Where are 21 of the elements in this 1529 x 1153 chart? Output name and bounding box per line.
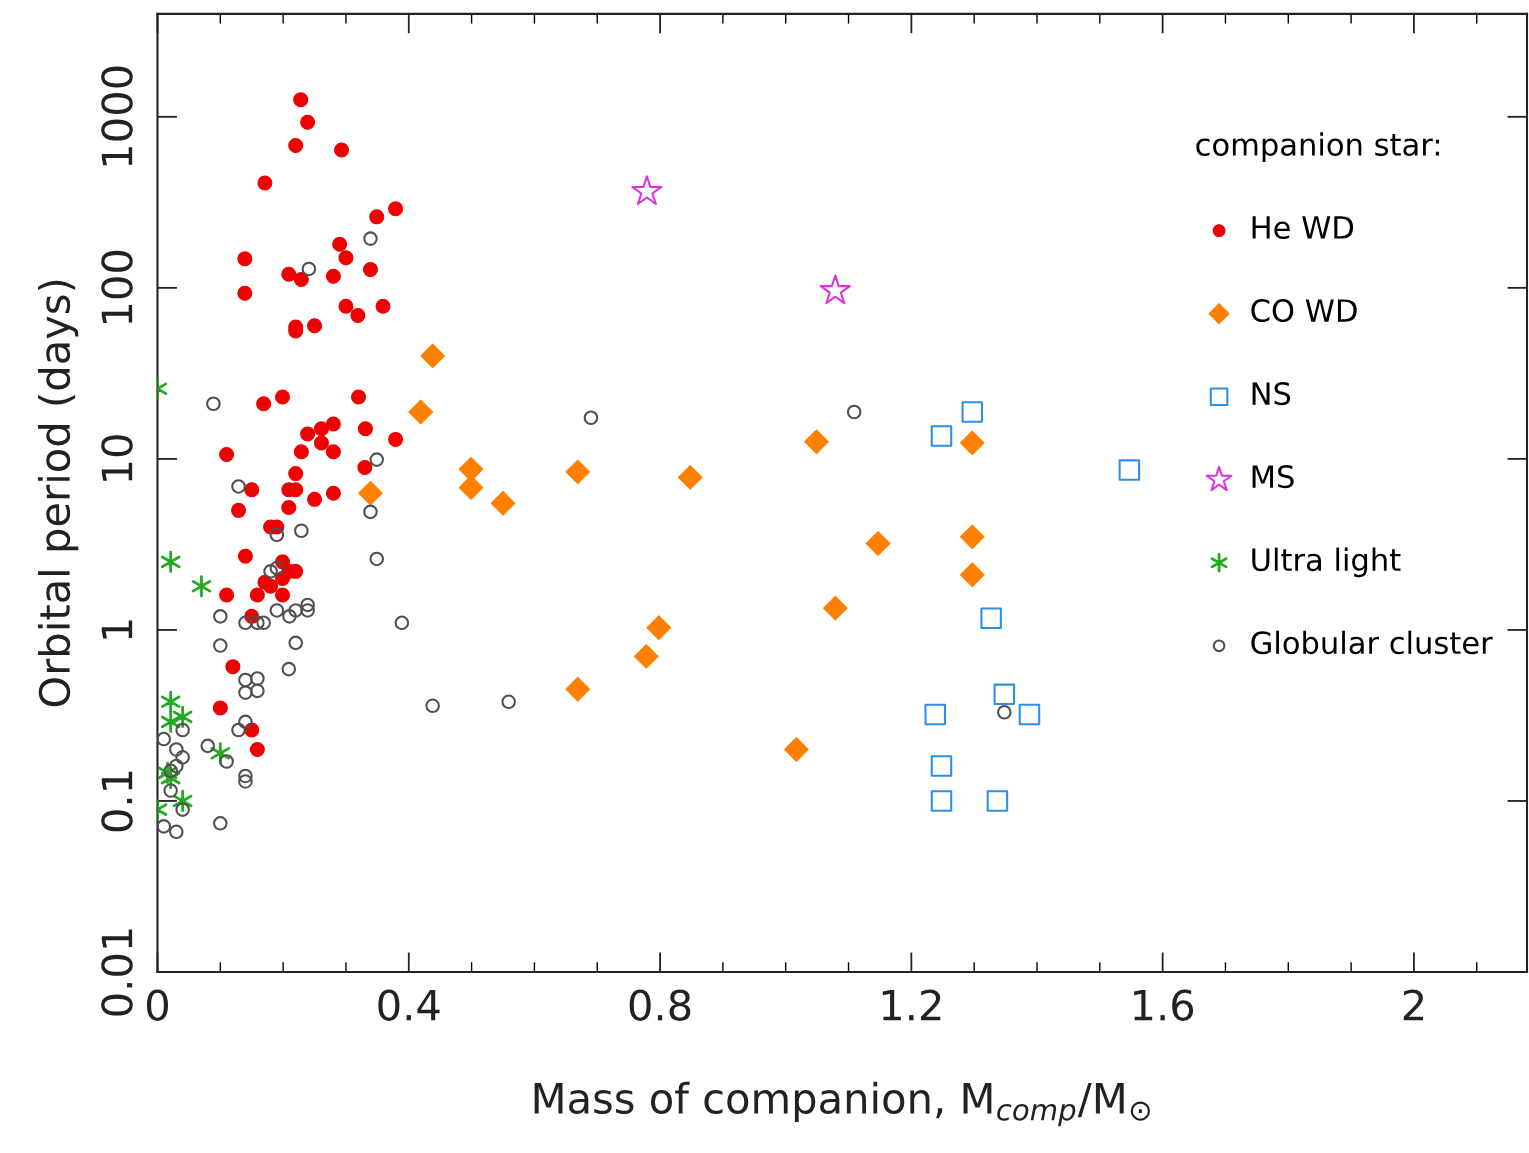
legend-label: He WD [1252,216,1354,240]
legend-title: companion star: [1196,132,1440,162]
y-tick-label: 0.01 [101,929,133,1016]
x-tick-label: 0.4 [378,989,440,1021]
y-tick-label: 10 [101,435,133,481]
x-tick-label: 1.2 [882,989,941,1021]
x-tick-label: 0.8 [629,989,691,1021]
legend-label: MS [1252,465,1294,489]
x-axis-title: Mass of companion, M$_{comp}$/M$_{⊙}$ [534,1081,1150,1127]
legend-label: CO WD [1251,298,1357,323]
legend-label: Globular cluster [1251,630,1493,655]
y-tick-label: 1 [101,620,133,639]
x-tick-label: 0 [146,989,168,1021]
y-tick-label: 0.1 [101,771,133,832]
y-tick-label: 100 [101,250,133,324]
y-axis-title: Orbital period (days) [37,280,79,707]
legend-label: NS [1252,382,1291,406]
x-tick-label: 2 [1403,989,1424,1021]
legend-label: Ultra light [1252,547,1401,578]
x-tick-label: 1.6 [1134,989,1194,1021]
y-tick-label: 1000 [101,66,133,166]
